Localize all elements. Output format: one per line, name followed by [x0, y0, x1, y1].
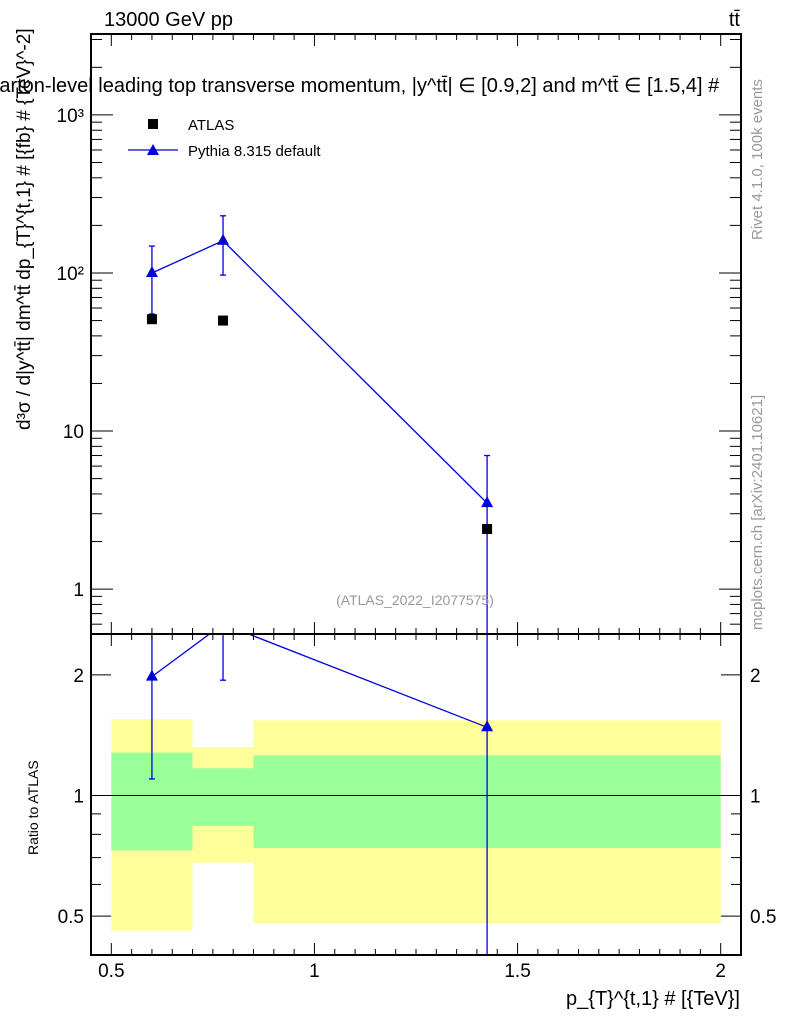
y-tick-label: 10³	[57, 106, 84, 127]
x-axis-label: p_{T}^{t,1} # [{TeV}]	[566, 988, 740, 1010]
rivet-label: Rivet 4.1.0, 100k events	[749, 79, 766, 240]
mcplots-label: mcplots.cern.ch [arXiv:2401.10621]	[749, 395, 766, 630]
legend-pythia-label: Pythia 8.315 default	[188, 143, 321, 160]
ratio-y-tick-label-right: 1	[750, 787, 761, 808]
pythia-line	[151, 239, 488, 504]
plot-title-clip: Parton-level leading top transverse mome…	[0, 75, 720, 97]
ratio-y-tick-label: 0.5	[58, 907, 84, 928]
pythia-point	[481, 496, 494, 508]
atlas-point	[218, 315, 229, 326]
main-plot-marks	[145, 215, 494, 634]
ratio-point	[481, 720, 494, 732]
pythia-point	[145, 265, 158, 277]
energy-label: 13000 GeV pp	[104, 9, 233, 31]
process-label: tt̄	[729, 9, 741, 31]
analysis-label: (ATLAS_2022_I2077575)	[336, 592, 494, 608]
ratio-uncertainty-bands	[91, 719, 741, 931]
ratio-point	[145, 669, 158, 681]
ratio-y-tick-label: 1	[73, 787, 84, 808]
ratio-line	[151, 634, 488, 728]
x-tick-label: 1.5	[504, 961, 530, 982]
atlas-point	[146, 314, 157, 325]
ratio-y-axis-label: Ratio to ATLAS	[25, 760, 41, 855]
y-axis-label: d³σ / d|y^tt̄| dm^tt̄ dp_{T}^{t,1} # [{f…	[14, 28, 35, 430]
legend-atlas-marker	[148, 119, 158, 129]
legend-pythia-marker	[147, 144, 159, 155]
x-tick-label: 0.5	[98, 961, 124, 982]
x-tick-label: 1	[309, 961, 320, 982]
atlas-point	[482, 524, 493, 535]
x-tick-label: 2	[715, 961, 726, 982]
y-tick-label: 10	[63, 422, 84, 443]
axes: 0.5 1 1.5 2 1 10 10² 10³ 0.5 0.5 1 1 2 2	[57, 33, 776, 982]
y-axis-label-clip: d³σ / d|y^tt̄| dm^tt̄ dp_{T}^{t,1} # [{f…	[14, 28, 35, 430]
ratio-y-tick-label-right: 0.5	[750, 907, 776, 928]
ratio-plot-marks	[145, 617, 494, 955]
ratio-y-tick-label-right: 2	[750, 666, 761, 687]
band-inner	[192, 768, 254, 826]
y-tick-label: 1	[73, 580, 84, 601]
ratio-y-tick-label: 2	[73, 666, 84, 687]
pythia-point	[217, 233, 230, 245]
y-tick-label: 10²	[57, 264, 84, 285]
legend-atlas-label: ATLAS	[188, 117, 234, 134]
ratio-point	[217, 617, 229, 628]
legend: ATLAS Pythia 8.315 default	[128, 117, 321, 160]
plot-title: Parton-level leading top transverse mome…	[0, 75, 720, 97]
